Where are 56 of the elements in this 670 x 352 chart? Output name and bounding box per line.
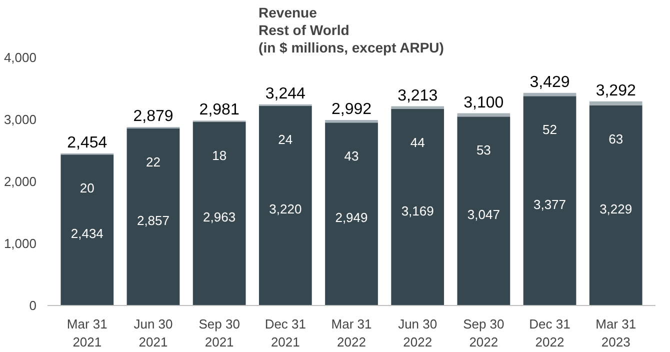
bar: [391, 106, 444, 110]
y-tick-label: 0: [29, 298, 37, 313]
total-label: 2,879: [133, 108, 174, 125]
total-label: 2,981: [199, 102, 240, 119]
total-label: 3,244: [265, 85, 306, 102]
bar: [457, 113, 510, 117]
x-tick-label: Dec 31 2022: [529, 316, 570, 350]
data-label: 24: [278, 132, 293, 147]
data-label: 3,229: [600, 201, 632, 216]
data-label: 3,220: [269, 202, 302, 217]
bar: [258, 106, 312, 306]
y-tick-label: 1,000: [4, 236, 37, 251]
data-label: 22: [146, 154, 160, 170]
bar: [60, 154, 114, 306]
data-label: 63: [608, 131, 624, 146]
data-label: 20: [80, 180, 94, 196]
data-label: 44: [410, 135, 425, 150]
data-label: 43: [344, 148, 359, 164]
bar: [325, 120, 378, 123]
bar: [325, 122, 378, 306]
y-tick-label: 3,000: [4, 112, 37, 127]
total-label: 2,992: [331, 100, 372, 118]
bar: [523, 96, 576, 306]
total-label: 2,454: [67, 134, 108, 152]
data-label: 2,963: [203, 210, 236, 225]
bar: [391, 109, 444, 306]
total-label: 3,429: [530, 74, 570, 91]
bar: [523, 92, 576, 96]
x-tick-label: Mar 31 2022: [331, 316, 372, 350]
x-tick-label: Jun 30 2022: [398, 316, 438, 350]
x-tick-label: Sep 30 2022: [463, 316, 504, 350]
x-tick-label: Mar 31 2021: [66, 316, 108, 350]
data-label: 18: [212, 148, 227, 163]
chart-title: Revenue Rest of World (in $ millions, except ARPU): [258, 4, 444, 56]
data-label: 52: [542, 122, 557, 138]
data-label: 3,047: [467, 207, 500, 222]
y-tick-label: 4,000: [4, 50, 37, 65]
total-label: 3,292: [596, 82, 636, 100]
data-label: 3,377: [533, 196, 566, 212]
bar: [192, 122, 246, 306]
total-label: 3,100: [464, 94, 504, 112]
x-tick-label: Jun 30 2021: [134, 316, 173, 350]
bar: [589, 101, 642, 106]
x-tick-label: Dec 31 2021: [264, 316, 306, 350]
data-label: 53: [476, 142, 491, 158]
data-label: 3,169: [401, 203, 434, 218]
bar: [457, 116, 510, 306]
data-label: 2,434: [70, 226, 104, 242]
y-tick-label: 2,000: [4, 174, 37, 189]
x-tick-label: Mar 31 2023: [596, 316, 636, 350]
total-label: 3,213: [398, 87, 438, 104]
bar: [589, 105, 642, 306]
data-label: 2,949: [335, 210, 368, 226]
bar: [126, 128, 180, 306]
data-label: 2,857: [136, 212, 170, 228]
x-tick-label: Sep 30 2021: [198, 316, 240, 350]
